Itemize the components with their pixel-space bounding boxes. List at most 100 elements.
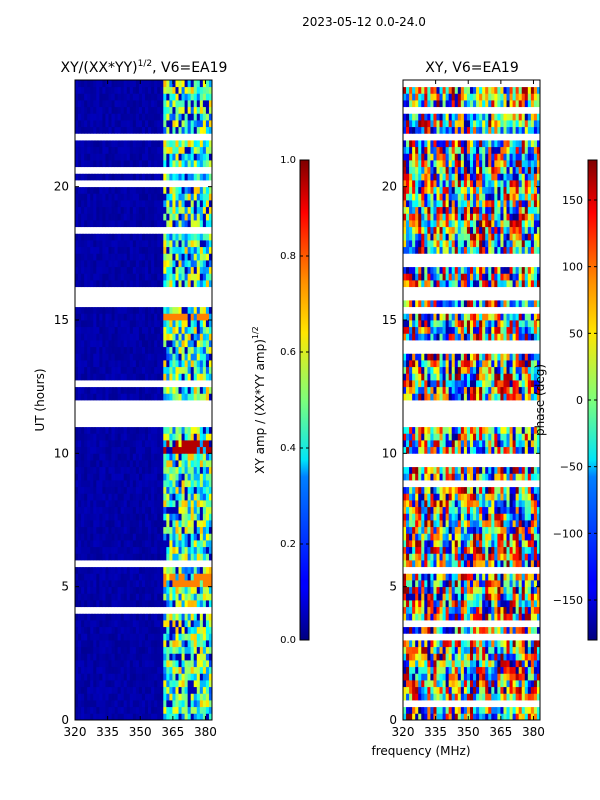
phase-heatmap-cell [406,686,410,694]
amp-heatmap-cell [205,153,210,161]
phase-heatmap-cell [418,713,422,721]
amp-heatmap-cell [126,593,131,601]
amp-heatmap-cell [90,86,94,94]
amp-heatmap-cell [178,613,182,621]
amp-heatmap-cell [157,400,161,408]
phase-heatmap-cell [442,680,447,688]
amp-heatmap-cell [187,346,192,354]
amp-heatmap-cell [99,433,103,441]
amp-heatmap-cell [199,80,204,88]
amp-heatmap-cell [135,80,140,88]
amp-heatmap-cell [187,186,192,194]
amp-heatmap-cell [111,366,115,374]
amp-heatmap-cell [205,486,210,494]
amp-heatmap-cell [87,213,91,221]
phase-heatmap-cell [409,646,413,654]
amp-heatmap-cell [172,380,176,388]
amp-heatmap-cell [114,380,119,388]
amp-heatmap-cell [96,413,100,421]
amp-heatmap-cell [81,320,85,328]
amp-heatmap-cell [181,486,185,494]
amp-heatmap-cell [187,326,192,334]
amp-heatmap-cell [151,286,155,294]
amp-heatmap-cell [84,100,88,108]
amp-heatmap-cell [138,653,143,661]
amp-heatmap-cell [111,426,115,434]
amp-heatmap-cell [78,240,82,248]
phase-heatmap-cell [412,700,416,708]
amp-heatmap-cell [190,406,195,414]
amp-heatmap-cell [87,326,91,334]
phase-heatmap-cell [463,660,468,668]
amp-heatmap-cell [202,113,207,121]
amp-heatmap-cell [163,106,167,114]
amp-heatmap-cell [93,386,97,394]
amp-heatmap-cell [99,553,103,561]
phase-heatmap-cell [427,673,431,681]
amp-heatmap-cell [135,373,140,381]
phase-heatmap-cell [485,673,489,681]
amp-heatmap-cell [123,413,128,421]
amp-heatmap-cell [93,293,97,301]
amp-heatmap-cell [160,313,164,321]
amp-heatmap-cell [172,640,176,648]
amp-heatmap-cell [120,193,125,201]
amp-heatmap-cell [108,406,112,414]
amp-heatmap-cell [157,166,161,174]
amp-heatmap-cell [132,420,137,428]
amp-heatmap-cell [154,340,158,348]
amp-heatmap-cell [190,173,195,181]
phase-heatmap-cell [415,706,419,714]
phase-panel-title: XY, V6=EA19 [425,60,519,76]
amp-heatmap-cell [187,133,192,141]
amp-heatmap-cell [199,166,204,174]
amp-heatmap-cell [123,333,128,341]
amp-heatmap-cell [166,673,170,681]
amp-heatmap-cell [120,306,125,314]
amp-heatmap-cell [75,146,79,154]
amp-heatmap-cell [181,273,185,281]
phase-heatmap-cell [479,640,483,648]
amp-heatmap-cell [208,260,213,268]
amp-heatmap-cell [126,353,131,361]
amp-heatmap-cell [202,473,207,481]
amp-heatmap-cell [135,620,140,628]
amp-heatmap-cell [84,220,88,228]
amp-heatmap-cell [181,173,185,181]
amp-heatmap-cell [117,366,122,374]
amp-heatmap-cell [157,633,161,641]
amp-heatmap-cell [132,646,137,654]
amp-heatmap-cell [163,420,167,428]
amp-heatmap-cell [163,386,167,394]
amp-heatmap-cell [84,240,88,248]
amp-heatmap-cell [102,420,106,428]
amp-heatmap-cell [178,340,182,348]
phase-heatmap-cell [427,653,431,661]
amp-heatmap-cell [129,133,134,141]
amp-heatmap-cell [93,300,97,308]
amp-heatmap-cell [145,126,149,134]
amp-heatmap-cell [181,300,185,308]
phase-heatmap-cell [536,706,541,714]
phase-heatmap-cell [421,700,425,708]
amp-heatmap-cell [202,626,207,634]
amp-heatmap-cell [199,620,204,628]
amp-heatmap-cell [160,686,164,694]
phase-heatmap-cell [476,673,480,681]
amp-heatmap-cell [93,326,97,334]
amp-heatmap-cell [102,433,106,441]
amp-heatmap-cell [123,293,128,301]
amp-heatmap-cell [93,420,97,428]
amp-heatmap-cell [87,660,91,668]
amp-heatmap-cell [111,653,115,661]
amp-heatmap-cell [87,620,91,628]
amp-heatmap-cell [105,673,109,681]
amp-heatmap-cell [178,86,182,94]
amp-heatmap-cell [175,473,179,481]
amp-heatmap-cell [105,373,109,381]
amp-heatmap-cell [132,113,137,121]
amp-heatmap-cell [141,280,146,288]
amp-heatmap-cell [196,446,201,454]
amp-heatmap-cell [151,146,155,154]
amp-heatmap-cell [75,606,79,614]
